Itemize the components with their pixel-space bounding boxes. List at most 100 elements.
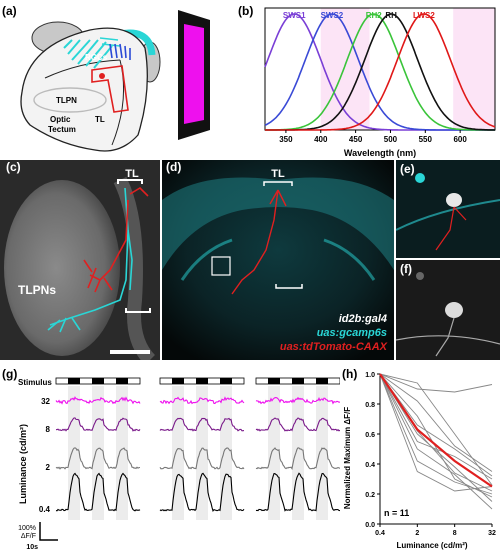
stimulus-period: [316, 386, 328, 520]
luminance-ylabel: Luminance (cd/m²): [18, 424, 28, 504]
scale-y2: ΔF/F: [21, 533, 36, 540]
fish-series-line: [379, 373, 493, 492]
panel-a-schematic: RGCs TLPN Optic Tectum TL: [20, 10, 210, 152]
stimulus-period: [220, 386, 232, 520]
y-tick-label: 0.8: [365, 402, 375, 409]
stimulus-on: [196, 378, 208, 384]
y-tick-label: 1.0: [365, 372, 375, 379]
tectum-text: Tectum: [48, 125, 76, 134]
response-trace: [55, 472, 141, 512]
x-tick-label: 400: [314, 135, 328, 144]
panel-d-image: TL id2b:gal4 uas:gcamp6s uas:tdTomato-CA…: [162, 160, 394, 360]
stimulus-period: [292, 386, 304, 520]
spectra-xlabel: Wavelength (nm): [344, 148, 416, 158]
h-xlabel: Luminance (cd/m²): [396, 541, 467, 550]
response-trace: [159, 417, 245, 432]
y-tick-label: 0.6: [365, 432, 375, 439]
fish-series-line: [379, 373, 493, 480]
fish-series-line: [379, 373, 493, 477]
spectrum-lws2: [265, 13, 496, 131]
spectrum-sws2: [264, 13, 495, 131]
response-trace: [255, 417, 340, 432]
panel-f-image: [396, 260, 500, 360]
x-tick-label: 600: [453, 135, 467, 144]
x-tick-label: 0.4: [375, 530, 385, 537]
x-tick-label: 350: [279, 135, 293, 144]
genotype-gcamp: uas:gcamp6s: [317, 327, 387, 339]
fish-series-line: [379, 373, 493, 472]
luminance-level: 2: [46, 463, 51, 472]
panel-h-chart: 0.0 0.2 0.4 0.6 0.8 1.0 0.4 2 8 32 n = 11 Normali…: [343, 372, 496, 550]
panel-f-label: (f): [400, 262, 412, 276]
response-trace: [255, 447, 340, 470]
tl-text-c: TL: [125, 168, 139, 180]
rgc-region: [63, 39, 113, 69]
genotype-gal4: id2b:gal4: [339, 313, 387, 325]
stimulus-on: [268, 378, 280, 384]
scale-x: 10s: [26, 544, 38, 550]
luminance-level: 8: [46, 425, 51, 434]
red-neurites: [83, 186, 149, 293]
x-tick-label: 500: [384, 135, 398, 144]
fish-series-line: [379, 373, 493, 498]
panel-h-label: (h): [342, 367, 358, 381]
fish-series-line: [379, 373, 493, 492]
tlpn-outline: [91, 65, 129, 113]
red-projection: [231, 189, 287, 295]
scale-y: 100%: [18, 525, 36, 532]
stimulus-period: [172, 386, 184, 520]
cyan-neurites: [47, 187, 133, 333]
x-tick-label: 32: [488, 530, 496, 537]
tl-text-a: TL: [95, 115, 105, 124]
x-tick-label: 550: [419, 135, 433, 144]
stimulus-on: [116, 378, 128, 384]
luminance-level: 0.4: [39, 505, 51, 514]
scale-bar-g: [39, 522, 58, 541]
tlpn-text: TLPN: [56, 96, 77, 105]
luminance-level: 32: [41, 397, 50, 406]
panel-c-label: (c): [6, 160, 21, 174]
panel-b-spectra: SWS1 SWS2 RH2 RH LWS2 350 400 450 500 550 600 Wav…: [264, 7, 496, 158]
response-trace: [255, 472, 340, 512]
fish-series-line: [379, 373, 493, 502]
panel-b-label: (b): [238, 4, 254, 18]
fish-series-line: [379, 373, 493, 393]
response-trace: [255, 396, 340, 405]
x-tick-label: 450: [349, 135, 363, 144]
scale-bar: [110, 350, 150, 354]
panel-a-label: (a): [2, 4, 17, 18]
stimulus-period: [196, 386, 208, 520]
fish-series-line: [379, 373, 493, 495]
y-tick-label: 0.0: [365, 522, 375, 529]
spectrum-label-rh2: RH2: [366, 11, 383, 20]
spectrum-label-lws2: LWS2: [413, 11, 435, 20]
stimulus-period: [92, 386, 104, 520]
spectrum-rh2: [265, 13, 495, 131]
stimulus-period: [116, 386, 128, 520]
y-tick-label: 0.4: [365, 462, 375, 469]
y-tick-label: 0.2: [365, 492, 375, 499]
panel-c-image: TL TLPNs: [0, 160, 160, 360]
stimulus-on: [316, 378, 328, 384]
h-n-label: n = 11: [384, 508, 409, 518]
genotype-tdtomato: uas:tdTomato-CAAX: [280, 341, 388, 353]
tlpns-text: TLPNs: [18, 283, 56, 297]
stimulus-period: [268, 386, 280, 520]
optic-text: Optic: [50, 115, 71, 124]
panel-d-label: (d): [166, 160, 182, 174]
spectrum-label-sws1: SWS1: [283, 11, 306, 20]
rgcs-text: RGCs: [85, 53, 108, 62]
stimulus-label: Stimulus: [18, 378, 52, 387]
mean-series-line: [379, 373, 493, 488]
stimulus-on: [220, 378, 232, 384]
response-trace: [55, 417, 141, 432]
inset-box: [211, 256, 231, 276]
response-trace: [55, 396, 141, 405]
stimulus-on: [292, 378, 304, 384]
response-trace: [55, 447, 141, 470]
stimulus-period: [68, 386, 80, 520]
spectrum-label-rh: RH: [385, 11, 397, 20]
h-ylabel: Normalized Maximum ΔF/F: [343, 407, 352, 509]
response-trace: [159, 396, 245, 405]
